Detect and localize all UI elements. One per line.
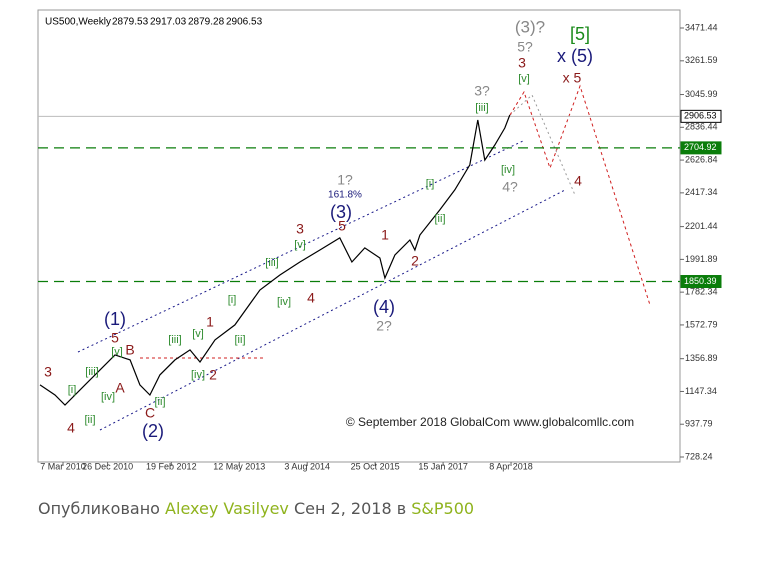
wave-label: [ii] <box>235 334 246 346</box>
chart: US500,Weekly 2879.53 2917.03 2879.28 2906.5… <box>37 9 722 471</box>
wave-label: [iii] <box>265 257 278 269</box>
wave-label: [iv] <box>101 391 115 403</box>
y-tick-label: 1356.89 <box>685 353 718 363</box>
wave-label: 4 <box>574 173 582 189</box>
x-tick-label: 15 Jan 2017 <box>418 461 468 471</box>
wave-label: [iii] <box>475 102 488 114</box>
wave-label: [iii] <box>168 334 181 346</box>
wave-label: [iii] <box>85 366 98 378</box>
wave-label: 3 <box>518 55 526 71</box>
wave-label: 1 <box>381 227 389 243</box>
wave-label: [iv] <box>501 164 515 176</box>
idea-link[interactable]: S&P500 <box>411 499 475 518</box>
wave-label: 3 <box>296 221 304 237</box>
wave-label: (4) <box>373 297 395 317</box>
wave-label: [v] <box>518 73 530 85</box>
wave-label: (3) <box>330 202 352 222</box>
wave-label: 4 <box>67 420 75 436</box>
alt-projection <box>509 94 576 196</box>
wave-label: C <box>145 405 155 421</box>
wave-label: (1) <box>104 309 126 329</box>
wave-label: [i] <box>426 178 435 190</box>
projection <box>140 84 651 359</box>
y-tick-label: 2417.34 <box>685 187 718 197</box>
wave-label: 1? <box>337 172 353 188</box>
x-tick-label: 3 Aug 2014 <box>284 461 330 471</box>
y-tick-label: 1572.79 <box>685 319 718 329</box>
x-tick-label: 12 May 2013 <box>213 461 265 471</box>
wave-label: 161.8% <box>328 190 362 201</box>
y-tick-label: 728.24 <box>685 451 713 461</box>
wave-label: 4? <box>502 179 518 195</box>
x-tick-label: 19 Feb 2012 <box>146 461 197 471</box>
y-tick-label: 2626.84 <box>685 154 718 164</box>
ohlc-value: 2906.53 <box>226 17 263 28</box>
wave-label: 2 <box>411 253 419 269</box>
wave-label: [ii] <box>435 213 446 225</box>
y-tick-label: 2836.44 <box>685 122 718 132</box>
author[interactable]: Alexey Vasilyev <box>165 499 289 518</box>
channel-lower <box>99 189 566 431</box>
plot-frame <box>37 9 681 463</box>
wave-label: [i] <box>228 294 237 306</box>
ohlc-value: 2917.03 <box>150 17 187 28</box>
level-box <box>680 275 722 289</box>
y-tick-label: 1147.34 <box>685 386 717 396</box>
wave-label: [i] <box>68 384 77 396</box>
wave-label: [v] <box>294 239 306 251</box>
footer-date: Сен 2, 2018 <box>293 499 392 518</box>
y-tick-label: 3261.59 <box>685 55 718 65</box>
level-box <box>680 141 722 155</box>
ohlc-value: 2879.53 <box>112 17 149 28</box>
wave-label: 5 <box>111 330 119 346</box>
wave-label: [v] <box>192 328 204 340</box>
level-label: 2704.92 <box>684 142 717 152</box>
y-tick-label: 1991.89 <box>685 254 718 264</box>
wave-label: [iv] <box>277 296 291 308</box>
price-line <box>39 114 511 406</box>
x-tick-label: 7 Mar 2010 <box>40 461 86 471</box>
x-tick-label: 8 Apr 2018 <box>489 461 533 471</box>
level-label: 1850.39 <box>684 276 717 286</box>
footer-in: в <box>396 499 407 518</box>
wave-label: 2 <box>209 367 217 383</box>
wave-label: 5 <box>338 218 346 234</box>
wave-label: 5? <box>517 39 533 55</box>
x-tick-label: 26 Dec 2010 <box>82 461 133 471</box>
wave-label: 3? <box>474 83 490 99</box>
channels <box>77 139 566 431</box>
wave-label: 4 <box>307 290 315 306</box>
wave-label: B <box>125 342 134 358</box>
symbol: US500,Weekly <box>45 17 111 28</box>
y-tick-label: 3471.44 <box>685 22 718 32</box>
level-label: 2906.53 <box>684 111 717 121</box>
wave-label: A <box>115 380 125 396</box>
wave-label: (3)? <box>515 17 545 36</box>
ohlc-value: 2879.28 <box>188 17 225 28</box>
y-tick-label: 1782.34 <box>685 287 718 297</box>
wave-label: [ii] <box>85 414 96 426</box>
projection-line <box>509 84 651 306</box>
wave-label: x (5) <box>557 46 593 66</box>
footer-prefix: Опубликовано <box>38 499 160 518</box>
wave-label: (2) <box>142 421 164 441</box>
y-tick-label: 2201.44 <box>685 221 718 231</box>
wave-label: [iv] <box>191 369 205 381</box>
copyright: © September 2018 GlobalCom www.globalcom… <box>346 415 634 429</box>
wave-label: 1 <box>206 314 214 330</box>
ohlc: 2879.53 2917.03 2879.28 2906.53 <box>112 17 263 28</box>
wave-label: 3 <box>44 364 52 380</box>
level-box <box>680 109 722 123</box>
wave-label: [v] <box>111 346 123 358</box>
footer: Опубликовано Alexey Vasilyev Сен 2, 2018… <box>38 499 474 518</box>
x-tick-label: 25 Oct 2015 <box>351 461 400 471</box>
wave-label: [5] <box>570 24 590 44</box>
y-tick-label: 3045.99 <box>685 89 718 99</box>
y-tick-label: 937.79 <box>685 419 713 429</box>
wave-label: x 5 <box>563 70 582 86</box>
projection-line <box>509 94 576 196</box>
wave-label: [ii] <box>155 396 166 408</box>
wave-label: 2? <box>376 318 392 334</box>
